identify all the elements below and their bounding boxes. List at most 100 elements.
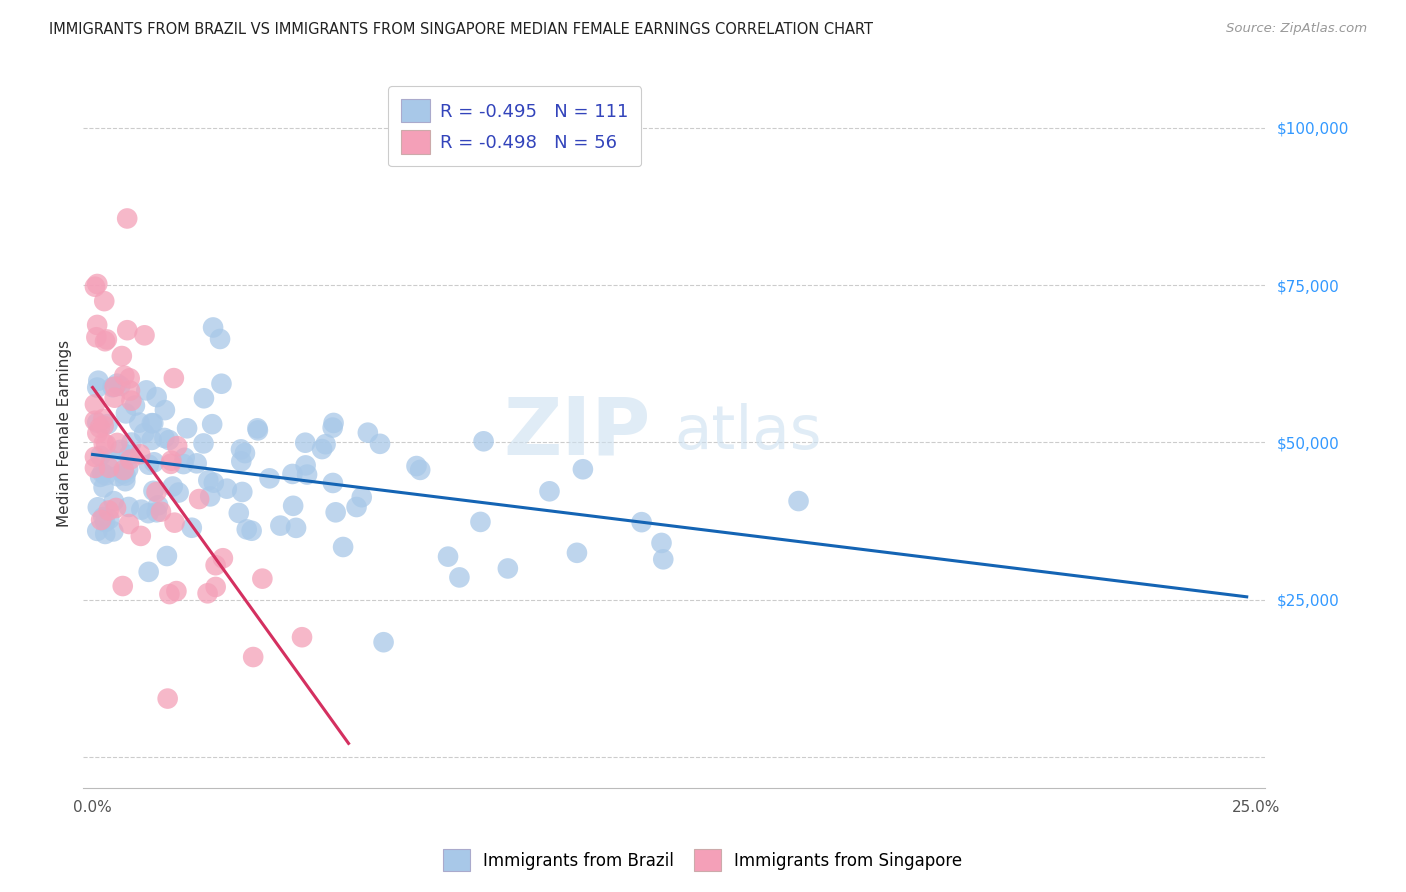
- Point: [104, 379, 127, 393]
- Point: [197, 586, 219, 600]
- Point: [167, 485, 190, 500]
- Point: [143, 455, 166, 469]
- Point: [97, 417, 120, 431]
- Point: [166, 439, 188, 453]
- Point: [101, 380, 124, 394]
- Point: [105, 376, 128, 391]
- Point: [124, 399, 146, 413]
- Point: [156, 691, 179, 706]
- Point: [437, 549, 460, 564]
- Point: [89, 420, 111, 434]
- Point: [246, 423, 269, 437]
- Point: [91, 510, 114, 524]
- Point: [118, 516, 141, 531]
- Point: [409, 463, 432, 477]
- Point: [115, 323, 138, 337]
- Text: atlas: atlas: [675, 403, 823, 462]
- Point: [368, 437, 391, 451]
- Point: [650, 536, 672, 550]
- Point: [115, 211, 138, 226]
- Point: [94, 468, 117, 483]
- Point: [84, 450, 107, 464]
- Legend: Immigrants from Brazil, Immigrants from Singapore: Immigrants from Brazil, Immigrants from …: [436, 841, 970, 880]
- Point: [652, 552, 675, 566]
- Point: [346, 500, 368, 514]
- Point: [93, 294, 115, 309]
- Point: [86, 277, 108, 291]
- Point: [173, 450, 195, 465]
- Point: [120, 393, 142, 408]
- Point: [105, 469, 128, 483]
- Point: [114, 468, 136, 483]
- Point: [496, 561, 519, 575]
- Point: [104, 391, 127, 405]
- Point: [156, 549, 179, 563]
- Point: [142, 416, 165, 430]
- Point: [112, 467, 135, 481]
- Point: [93, 418, 115, 433]
- Point: [231, 485, 253, 500]
- Point: [86, 426, 108, 441]
- Point: [157, 587, 180, 601]
- Point: [86, 524, 108, 538]
- Point: [118, 500, 141, 514]
- Point: [91, 466, 114, 480]
- Legend: R = -0.495   N = 111, R = -0.498   N = 56: R = -0.495 N = 111, R = -0.498 N = 56: [388, 87, 641, 166]
- Point: [315, 437, 337, 451]
- Point: [373, 635, 395, 649]
- Point: [269, 518, 291, 533]
- Point: [118, 384, 141, 398]
- Point: [84, 461, 107, 475]
- Point: [112, 368, 135, 383]
- Text: IMMIGRANTS FROM BRAZIL VS IMMIGRANTS FROM SINGAPORE MEDIAN FEMALE EARNINGS CORRE: IMMIGRANTS FROM BRAZIL VS IMMIGRANTS FRO…: [49, 22, 873, 37]
- Point: [131, 502, 153, 516]
- Point: [235, 522, 257, 536]
- Point: [201, 417, 224, 432]
- Point: [172, 457, 194, 471]
- Point: [228, 506, 250, 520]
- Point: [115, 406, 138, 420]
- Point: [787, 494, 810, 508]
- Point: [134, 328, 156, 343]
- Point: [470, 515, 492, 529]
- Point: [110, 379, 132, 393]
- Point: [86, 318, 108, 332]
- Point: [84, 397, 107, 411]
- Point: [240, 524, 263, 538]
- Point: [357, 425, 380, 440]
- Point: [136, 506, 159, 520]
- Point: [112, 463, 135, 477]
- Point: [98, 460, 121, 475]
- Point: [233, 446, 256, 460]
- Point: [96, 333, 118, 347]
- Point: [120, 452, 142, 467]
- Point: [350, 490, 373, 504]
- Point: [103, 494, 125, 508]
- Point: [89, 449, 111, 463]
- Point: [129, 447, 152, 461]
- Point: [211, 376, 233, 391]
- Point: [281, 499, 304, 513]
- Point: [294, 435, 316, 450]
- Point: [86, 416, 108, 430]
- Point: [202, 475, 225, 490]
- Point: [188, 491, 211, 506]
- Point: [472, 434, 495, 449]
- Point: [145, 390, 167, 404]
- Point: [138, 458, 160, 472]
- Point: [281, 467, 304, 481]
- Point: [311, 442, 333, 456]
- Point: [153, 431, 176, 445]
- Point: [332, 540, 354, 554]
- Point: [215, 482, 238, 496]
- Y-axis label: Median Female Earnings: Median Female Earnings: [58, 339, 72, 526]
- Point: [89, 470, 111, 484]
- Point: [105, 500, 128, 515]
- Point: [295, 467, 318, 482]
- Point: [93, 480, 115, 494]
- Point: [90, 513, 112, 527]
- Point: [134, 426, 156, 441]
- Point: [208, 332, 231, 346]
- Point: [163, 371, 186, 385]
- Point: [103, 524, 125, 539]
